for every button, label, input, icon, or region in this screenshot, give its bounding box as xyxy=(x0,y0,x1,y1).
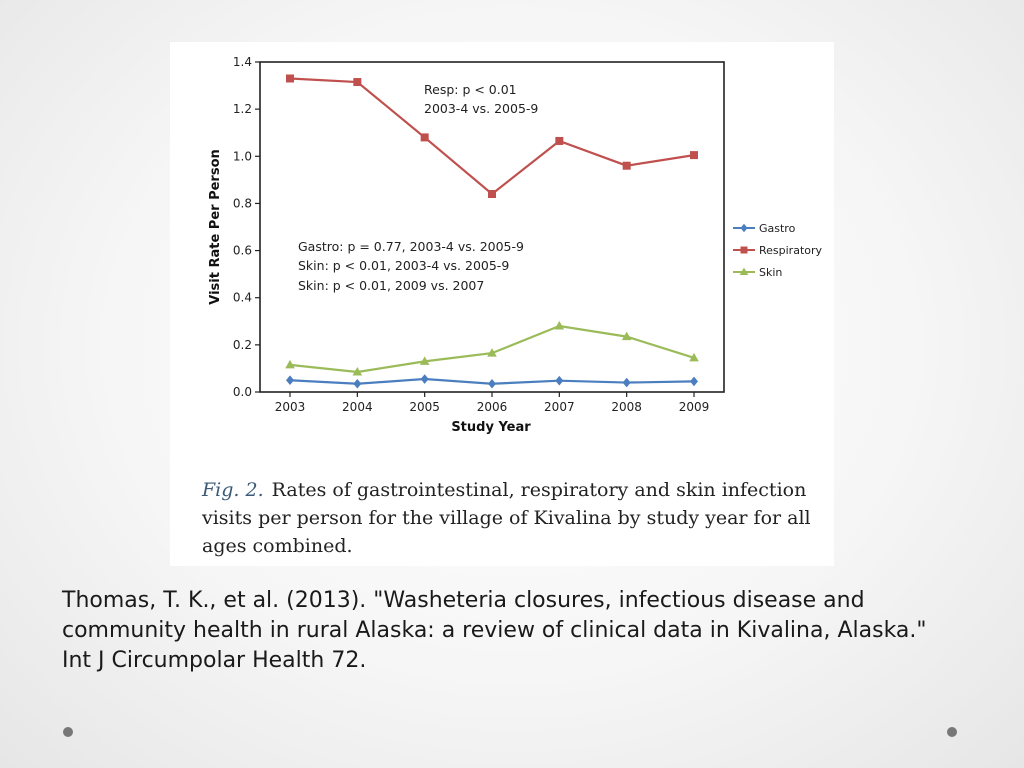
annotation-skin-line-1: Skin: p < 0.01, 2003-4 vs. 2005-9 xyxy=(298,258,509,273)
legend-marker-skin xyxy=(739,267,749,275)
bottom-left-dot xyxy=(63,727,73,737)
figure-card: 0.0 0.2 0.4 0.6 0.8 1.0 1.2 1.4 2003 2004 2005 200… xyxy=(170,42,834,566)
legend-marker-respiratory xyxy=(740,246,748,254)
data-point-gastro xyxy=(286,375,294,386)
data-point-gastro xyxy=(690,376,698,387)
legend-label-skin: Skin xyxy=(759,266,782,279)
annotation-skin-line-2: Skin: p < 0.01, 2009 vs. 2007 xyxy=(298,278,484,293)
x-axis: 2003 2004 2005 2006 2007 2008 2009 xyxy=(275,392,710,414)
y-tick-label: 0.2 xyxy=(233,338,252,352)
x-axis-title: Study Year xyxy=(451,420,531,435)
data-point-gastro xyxy=(420,374,429,384)
data-point-skin xyxy=(419,356,430,365)
data-point-skin xyxy=(554,321,565,330)
data-point-respiratory xyxy=(286,74,294,83)
figure-label: Fig. 2. xyxy=(202,479,264,501)
data-point-respiratory xyxy=(690,151,698,160)
y-tick-label: 0.4 xyxy=(233,291,252,305)
series-layer xyxy=(285,74,699,389)
x-tick-label: 2005 xyxy=(409,400,440,414)
x-tick-label: 2009 xyxy=(679,400,710,414)
figure-caption-text: Rates of gastrointestinal, respiratory a… xyxy=(202,479,811,557)
data-point-skin xyxy=(352,366,363,376)
y-tick-label: 1.2 xyxy=(233,102,252,116)
y-tick-label: 1.0 xyxy=(233,149,252,163)
y-tick-label: 1.4 xyxy=(233,55,252,69)
y-tick-label: 0.8 xyxy=(233,196,252,210)
data-point-respiratory xyxy=(622,161,631,170)
legend-marker-gastro xyxy=(740,223,748,233)
figure-caption: Fig. 2. Rates of gastrointestinal, respir… xyxy=(202,476,824,560)
data-point-respiratory xyxy=(555,136,564,145)
x-tick-label: 2006 xyxy=(477,400,508,414)
annotation-resp-line-1: Resp: p < 0.01 xyxy=(424,82,517,97)
y-axis: 0.0 0.2 0.4 0.6 0.8 1.0 1.2 1.4 xyxy=(233,55,260,399)
bottom-right-dot xyxy=(947,727,957,737)
annotation-gastro-line-1: Gastro: p = 0.77, 2003-4 vs. 2005-9 xyxy=(298,239,524,254)
data-point-respiratory xyxy=(353,78,362,87)
legend-label-respiratory: Respiratory xyxy=(759,244,823,257)
x-tick-label: 2008 xyxy=(611,400,642,414)
data-point-skin xyxy=(487,348,497,357)
legend-label-gastro: Gastro xyxy=(759,222,796,235)
annotation-resp-line-2: 2003-4 vs. 2005-9 xyxy=(424,101,538,116)
plot-area xyxy=(259,61,725,393)
x-tick-label: 2004 xyxy=(342,400,373,414)
legend: Gastro Respiratory Skin xyxy=(733,222,823,279)
y-axis-title: Visit Rate Per Person xyxy=(208,149,223,305)
data-point-gastro xyxy=(622,377,631,388)
data-point-gastro xyxy=(488,378,496,389)
data-point-skin xyxy=(285,359,295,369)
data-point-gastro xyxy=(353,378,362,389)
x-tick-label: 2003 xyxy=(275,400,306,414)
data-point-skin xyxy=(689,352,699,362)
data-point-respiratory xyxy=(420,133,429,142)
y-tick-label: 0.0 xyxy=(233,385,252,399)
line-chart: 0.00.20.40.60.81.01.21.4 2003 2004 2005 200… xyxy=(208,55,823,435)
data-point-respiratory xyxy=(488,190,496,198)
citation-text: Thomas, T. K., et al. (2013). "Washeteri… xyxy=(62,588,927,673)
data-point-skin xyxy=(621,331,632,341)
x-tick-label: 2007 xyxy=(544,400,575,414)
y-tick-label: 0.6 xyxy=(233,244,252,258)
data-point-gastro xyxy=(555,375,564,386)
